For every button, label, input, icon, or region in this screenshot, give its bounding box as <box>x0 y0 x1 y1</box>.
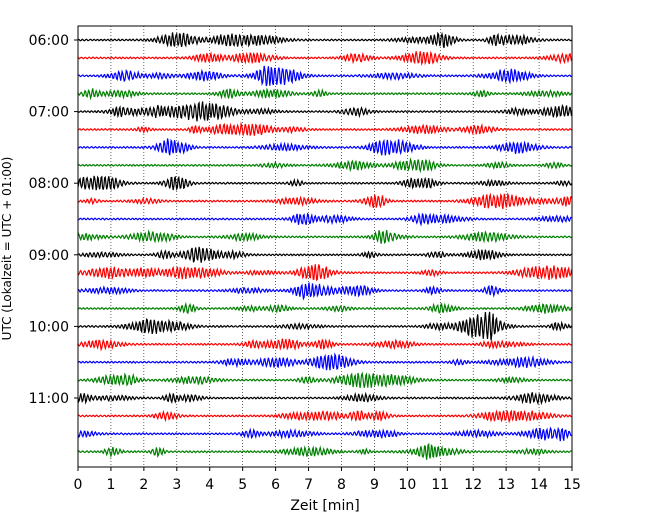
x-tick-label: 4 <box>205 477 214 493</box>
x-tick-label: 5 <box>238 477 247 493</box>
trace-series <box>77 31 573 460</box>
trace-line <box>77 175 573 191</box>
x-tick-label: 8 <box>337 477 346 493</box>
x-tick-label: 15 <box>563 477 581 493</box>
x-tick-label: 12 <box>464 477 482 493</box>
plot-frame <box>77 25 573 468</box>
y-axis: 06:00 07:00 08:00 09:00 10:00 11:00 <box>29 33 78 407</box>
trace-line <box>77 282 572 301</box>
y-tick-label: 07:00 <box>29 105 69 121</box>
trace-line <box>77 352 572 371</box>
trace-line <box>77 409 572 424</box>
trace-line <box>77 391 572 406</box>
x-axis-label: Zeit [min] <box>290 498 359 514</box>
trace-line <box>77 301 573 315</box>
trace-line <box>77 31 572 49</box>
x-tick-label: 1 <box>106 477 115 493</box>
y-axis-label: UTC (Lokalzeit = UTC + 01:00) <box>0 157 14 341</box>
x-tick-label: 3 <box>172 477 181 493</box>
x-tick-label: 10 <box>398 477 416 493</box>
trace-line <box>77 311 573 341</box>
trace-line <box>77 87 572 101</box>
trace-line <box>77 101 573 122</box>
x-tick-label: 13 <box>497 477 515 493</box>
y-tick-label: 11:00 <box>29 391 69 407</box>
trace-line <box>77 426 572 442</box>
trace-line <box>77 212 572 227</box>
trace-line <box>77 264 573 282</box>
y-tick-label: 09:00 <box>29 248 69 264</box>
x-tick-label: 11 <box>431 477 449 493</box>
trace-line <box>77 50 573 67</box>
trace-line <box>77 192 573 210</box>
trace-line <box>77 246 572 263</box>
y-tick-label: 10:00 <box>29 319 69 335</box>
trace-line <box>77 138 572 156</box>
x-axis: 0 1 2 3 4 5 6 7 8 9 10 11 12 13 14 15 <box>74 467 581 493</box>
trace-line <box>77 65 572 87</box>
x-tick-label: 9 <box>370 477 379 493</box>
x-tick-label: 0 <box>74 477 83 493</box>
x-tick-label: 14 <box>530 477 548 493</box>
trace-line <box>77 157 572 174</box>
y-tick-label: 08:00 <box>29 176 69 192</box>
x-tick-label: 7 <box>304 477 313 493</box>
trace-line <box>77 229 572 245</box>
trace-line <box>77 442 572 460</box>
trace-line <box>77 371 572 389</box>
x-tick-label: 2 <box>139 477 148 493</box>
y-tick-label: 06:00 <box>29 33 69 49</box>
trace-line <box>77 338 572 352</box>
trace-line <box>77 121 572 137</box>
x-tick-label: 6 <box>271 477 280 493</box>
